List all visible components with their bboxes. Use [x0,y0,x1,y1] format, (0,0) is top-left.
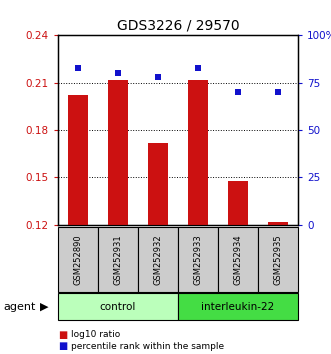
Text: GSM252890: GSM252890 [73,234,82,285]
Point [155,74,161,80]
Bar [108,80,128,225]
Point [195,65,201,70]
Text: GSM252934: GSM252934 [233,234,242,285]
Bar [148,143,168,225]
Text: interleukin-22: interleukin-22 [201,302,274,312]
Bar [178,293,298,320]
Text: GSM252933: GSM252933 [193,234,203,285]
Bar [178,227,218,292]
Point [235,89,241,95]
Bar [258,227,298,292]
Bar [188,80,208,225]
Bar [68,95,88,225]
Text: ■: ■ [58,330,67,339]
Bar [58,227,98,292]
Text: GSM252931: GSM252931 [114,234,122,285]
Bar [138,227,178,292]
Text: control: control [100,302,136,312]
Bar [228,181,248,225]
Point [75,65,80,70]
Bar [268,222,288,225]
Bar [218,227,258,292]
Title: GDS3226 / 29570: GDS3226 / 29570 [117,19,239,33]
Bar [98,227,138,292]
Text: agent: agent [3,302,36,312]
Bar [58,293,178,320]
Text: percentile rank within the sample: percentile rank within the sample [71,342,224,351]
Point [275,89,281,95]
Text: ■: ■ [58,341,67,351]
Text: ▶: ▶ [40,302,49,312]
Text: log10 ratio: log10 ratio [71,330,120,339]
Text: GSM252935: GSM252935 [273,234,282,285]
Point [115,70,120,76]
Text: GSM252932: GSM252932 [153,234,163,285]
